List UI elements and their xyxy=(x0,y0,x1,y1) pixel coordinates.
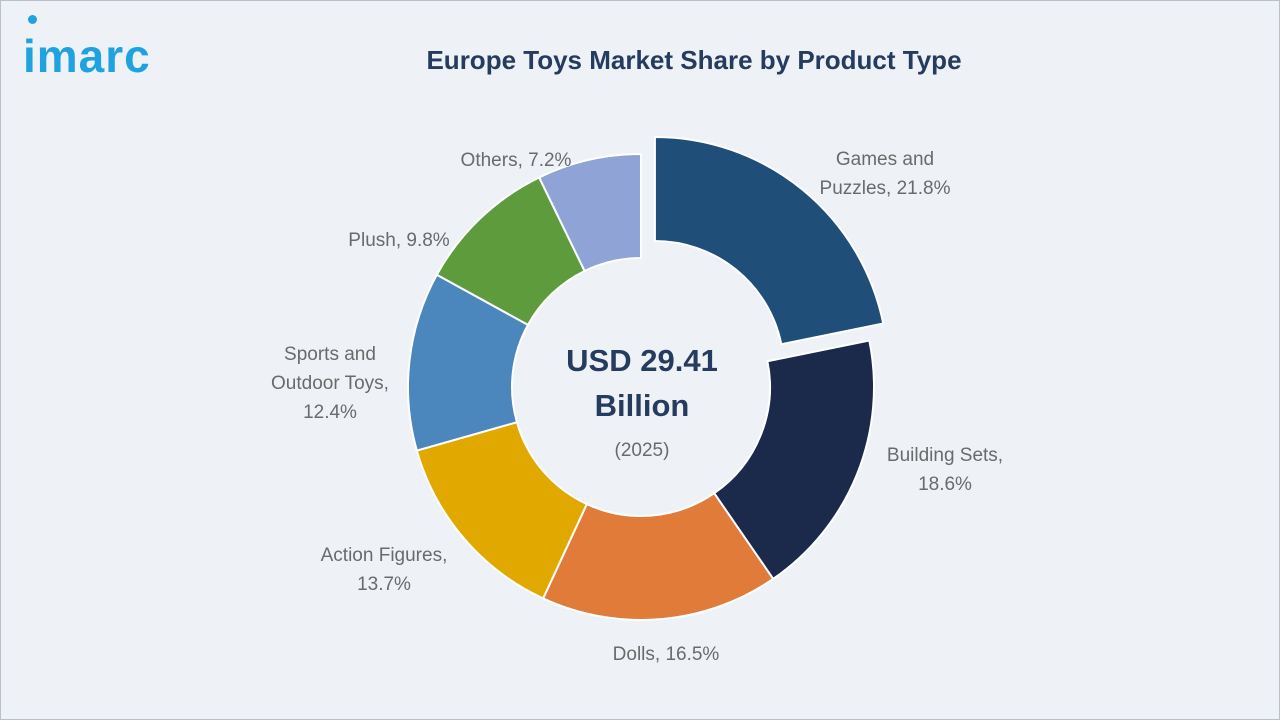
slice-games-and-puzzles xyxy=(653,135,885,346)
label-line: 13.7% xyxy=(357,574,411,595)
label-games-and-puzzles: Games and Puzzles, 21.8% xyxy=(820,149,951,199)
label-dolls: Dolls, 16.5% xyxy=(613,644,720,665)
label-others: Others, 7.2% xyxy=(461,150,572,171)
label-action-figures: Action Figures, 13.7% xyxy=(321,545,448,595)
label-sports-and-outdoor-toys: Sports and Outdoor Toys, 12.4% xyxy=(271,344,389,423)
center-value: USD 29.41 xyxy=(566,343,718,378)
label-line: Others, 7.2% xyxy=(461,150,572,171)
center-year: (2025) xyxy=(615,440,670,461)
label-line: 18.6% xyxy=(918,474,972,495)
label-line: Sports and xyxy=(284,344,376,365)
donut-center: USD 29.41 Billion (2025) xyxy=(566,343,718,461)
label-line: Plush, 9.8% xyxy=(348,230,449,251)
label-line: Games and xyxy=(836,149,934,170)
donut-slices xyxy=(407,135,885,621)
label-line: Building Sets, xyxy=(887,445,1003,466)
label-line: Puzzles, 21.8% xyxy=(820,178,951,199)
logo-dot xyxy=(28,15,37,24)
label-plush: Plush, 9.8% xyxy=(348,230,449,251)
label-building-sets: Building Sets, 18.6% xyxy=(887,445,1003,495)
slice-others xyxy=(537,152,642,273)
chart-title: Europe Toys Market Share by Product Type xyxy=(426,45,962,75)
label-line: Outdoor Toys, xyxy=(271,373,389,394)
center-unit: Billion xyxy=(595,388,690,423)
imarc-logo: imarc xyxy=(23,30,151,82)
slice-building-sets xyxy=(712,339,875,581)
label-line: 12.4% xyxy=(303,402,357,423)
label-line: Action Figures, xyxy=(321,545,448,566)
label-line: Dolls, 16.5% xyxy=(613,644,720,665)
slice-labels: Games and Puzzles, 21.8% Building Sets, 18.… xyxy=(271,149,1003,665)
